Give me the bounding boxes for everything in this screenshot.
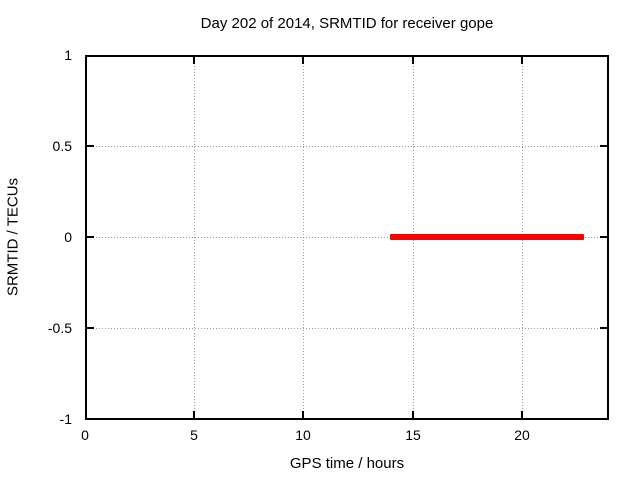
- x-tick-mark-top: [302, 57, 304, 64]
- y-tick-label: -0.5: [47, 320, 72, 336]
- x-tick-mark-top: [521, 57, 523, 64]
- x-tick-mark-top: [412, 57, 414, 64]
- x-tick-mark-bottom: [193, 411, 195, 418]
- y-tick-label: -1: [59, 411, 72, 427]
- y-tick-mark-right: [600, 327, 607, 329]
- y-tick-mark-left: [87, 236, 94, 238]
- plot-area: [85, 55, 609, 420]
- x-tick-label: 5: [190, 427, 198, 443]
- y-gridline: [87, 328, 607, 329]
- x-tick-mark-bottom: [412, 411, 414, 418]
- x-tick-mark-bottom: [302, 411, 304, 418]
- x-axis-label: GPS time / hours: [289, 455, 405, 472]
- y-tick-label: 0: [64, 229, 72, 245]
- x-tick-mark-top: [193, 57, 195, 64]
- x-tick-label: 15: [405, 427, 421, 443]
- x-tick-mark-bottom: [521, 411, 523, 418]
- y-tick-label: 1: [64, 47, 72, 63]
- y-tick-mark-left: [87, 327, 94, 329]
- x-tick-label: 0: [81, 427, 89, 443]
- y-tick-mark-right: [600, 145, 607, 147]
- y-tick-mark-right: [600, 236, 607, 238]
- y-gridline: [87, 146, 607, 147]
- x-tick-label: 20: [514, 427, 530, 443]
- chart-title: Day 202 of 2014, SRMTID for receiver gop…: [200, 15, 494, 32]
- y-tick-mark-left: [87, 145, 94, 147]
- y-tick-label: 0.5: [52, 138, 72, 154]
- y-gridline: [87, 237, 607, 238]
- series-line-srmtid: [390, 234, 584, 240]
- x-tick-label: 10: [295, 427, 311, 443]
